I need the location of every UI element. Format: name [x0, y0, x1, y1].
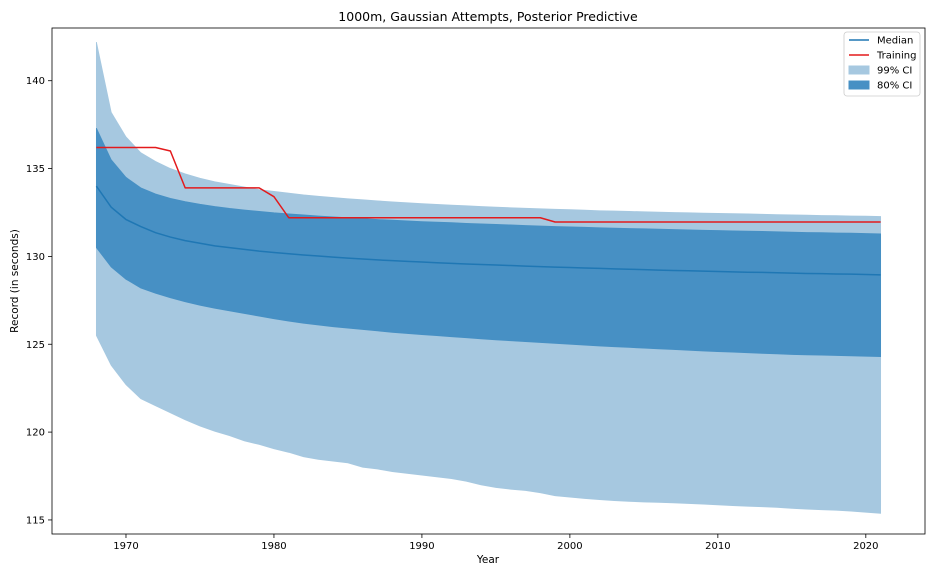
- x-tick-label: 2020: [853, 541, 878, 552]
- y-tick-label: 125: [26, 340, 45, 351]
- x-tick-label: 2000: [557, 541, 582, 552]
- x-tick-label: 1980: [261, 541, 286, 552]
- y-tick-label: 130: [26, 252, 45, 263]
- chart-title: 1000m, Gaussian Attempts, Posterior Pred…: [338, 9, 638, 24]
- y-tick-label: 135: [26, 164, 45, 175]
- x-tick-label: 1970: [113, 541, 138, 552]
- x-tick-label: 1990: [409, 541, 434, 552]
- x-axis-label: Year: [476, 554, 500, 566]
- y-axis: 115 120 125 130 135 140: [26, 76, 52, 526]
- x-tick-label: 2010: [705, 541, 730, 552]
- line-median: [95, 185, 881, 276]
- line-training: [96, 146, 881, 223]
- legend-swatch-99pct-ci: [848, 65, 870, 75]
- band-80pct-ci: [95, 127, 882, 357]
- x-axis: 1970 1980 1990 2000 2010 2020: [113, 534, 879, 552]
- y-axis-label: Record (in seconds): [9, 229, 21, 333]
- legend-swatch-80pct-ci: [848, 80, 870, 90]
- legend: Median Training 99% CI 80% CI: [843, 31, 921, 97]
- plot-area-frame: [51, 27, 926, 535]
- y-tick-label: 140: [26, 76, 45, 87]
- legend-label-80pct-ci: 80% CI: [877, 81, 912, 92]
- legend-box: [843, 31, 921, 97]
- legend-label-99pct-ci: 99% CI: [877, 66, 912, 77]
- band-layer: [95, 41, 882, 514]
- legend-label-training: Training: [876, 51, 916, 62]
- line-layer: [95, 146, 881, 276]
- y-tick-label: 115: [26, 515, 45, 526]
- y-tick-label: 120: [26, 428, 45, 439]
- legend-label-median: Median: [877, 36, 913, 47]
